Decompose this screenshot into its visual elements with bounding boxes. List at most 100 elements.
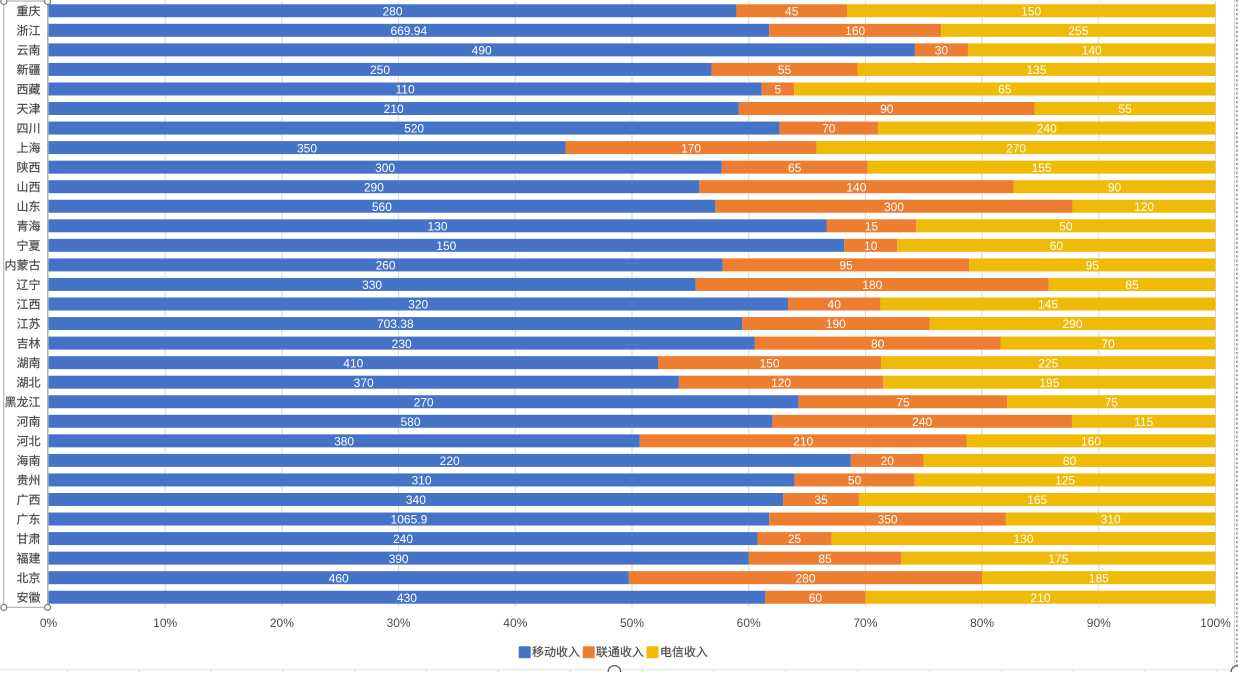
svg-text:310: 310 [411,474,431,488]
svg-text:490: 490 [472,44,492,58]
svg-text:80: 80 [1063,454,1077,468]
svg-text:50: 50 [848,474,862,488]
svg-text:520: 520 [404,122,424,136]
svg-text:70: 70 [822,122,836,136]
svg-text:580: 580 [400,415,420,429]
svg-text:165: 165 [1027,493,1047,507]
svg-text:40%: 40% [503,616,527,630]
svg-text:90%: 90% [1087,616,1111,630]
svg-text:320: 320 [408,298,428,312]
svg-text:210: 210 [1030,591,1050,605]
svg-text:240: 240 [1037,122,1057,136]
svg-text:120: 120 [1134,200,1154,214]
svg-text:1065.9: 1065.9 [391,513,428,527]
svg-text:290: 290 [364,180,384,194]
svg-text:260: 260 [376,259,396,273]
svg-text:15: 15 [865,219,879,233]
svg-text:60%: 60% [737,616,761,630]
svg-text:10%: 10% [153,616,177,630]
svg-text:110: 110 [396,83,415,97]
svg-text:410: 410 [343,356,363,370]
svg-text:5: 5 [775,83,782,97]
svg-text:85: 85 [1125,278,1139,292]
svg-text:255: 255 [1068,24,1088,38]
svg-text:85: 85 [818,552,832,566]
svg-text:45: 45 [785,4,799,18]
svg-text:20%: 20% [270,616,294,630]
svg-text:60: 60 [1050,239,1064,253]
svg-text:70%: 70% [853,616,877,630]
svg-text:50: 50 [1059,219,1073,233]
svg-text:95: 95 [839,259,853,273]
svg-text:250: 250 [370,63,390,77]
svg-text:270: 270 [1006,141,1026,155]
svg-text:130: 130 [427,219,447,233]
svg-text:190: 190 [826,317,846,331]
svg-text:20: 20 [881,454,895,468]
svg-text:40: 40 [828,298,842,312]
svg-text:300: 300 [375,161,395,175]
svg-text:10: 10 [864,239,878,253]
svg-text:55: 55 [778,63,792,77]
svg-text:225: 225 [1038,356,1058,370]
svg-text:290: 290 [1062,317,1082,331]
svg-text:155: 155 [1032,161,1052,175]
svg-text:350: 350 [297,141,317,155]
svg-text:270: 270 [414,395,434,409]
svg-text:30: 30 [935,44,949,58]
svg-text:30%: 30% [387,616,411,630]
svg-text:330: 330 [362,278,382,292]
svg-text:65: 65 [788,161,802,175]
svg-text:175: 175 [1048,552,1068,566]
svg-text:300: 300 [884,200,904,214]
svg-text:145: 145 [1038,298,1058,312]
svg-text:370: 370 [354,376,374,390]
svg-text:130: 130 [1013,532,1033,546]
svg-text:703.38: 703.38 [377,317,414,331]
svg-text:280: 280 [795,571,815,585]
svg-text:55: 55 [1118,102,1132,116]
svg-text:460: 460 [329,571,349,585]
svg-text:310: 310 [1101,513,1121,527]
svg-text:100%: 100% [1200,616,1231,630]
svg-text:140: 140 [1082,44,1102,58]
svg-text:430: 430 [397,591,417,605]
svg-text:90: 90 [880,102,894,116]
svg-text:240: 240 [393,532,413,546]
svg-text:120: 120 [771,376,791,390]
svg-text:340: 340 [406,493,426,507]
svg-text:560: 560 [372,200,392,214]
svg-text:150: 150 [436,239,456,253]
svg-text:50%: 50% [620,616,644,630]
svg-text:25: 25 [788,532,802,546]
svg-text:160: 160 [1081,434,1101,448]
svg-text:350: 350 [878,513,898,527]
svg-text:95: 95 [1086,259,1100,273]
svg-text:230: 230 [392,337,412,351]
svg-text:75: 75 [1105,395,1119,409]
svg-text:80%: 80% [970,616,994,630]
svg-text:220: 220 [440,454,460,468]
svg-text:240: 240 [912,415,932,429]
svg-text:180: 180 [862,278,882,292]
svg-text:65: 65 [998,83,1012,97]
svg-text:380: 380 [334,434,354,448]
svg-text:195: 195 [1039,376,1059,390]
svg-text:390: 390 [389,552,409,566]
svg-text:140: 140 [846,180,866,194]
svg-text:210: 210 [384,102,404,116]
svg-text:669.94: 669.94 [390,24,427,38]
svg-text:135: 135 [1026,63,1046,77]
svg-text:185: 185 [1089,571,1109,585]
svg-text:170: 170 [681,141,701,155]
svg-text:75: 75 [896,395,910,409]
svg-text:210: 210 [793,434,813,448]
svg-text:280: 280 [382,4,402,18]
svg-text:125: 125 [1055,474,1075,488]
svg-text:0%: 0% [40,616,58,630]
svg-text:60: 60 [809,591,823,605]
svg-text:115: 115 [1134,415,1153,429]
svg-text:35: 35 [814,493,828,507]
svg-text:90: 90 [1108,180,1122,194]
svg-text:150: 150 [759,356,779,370]
